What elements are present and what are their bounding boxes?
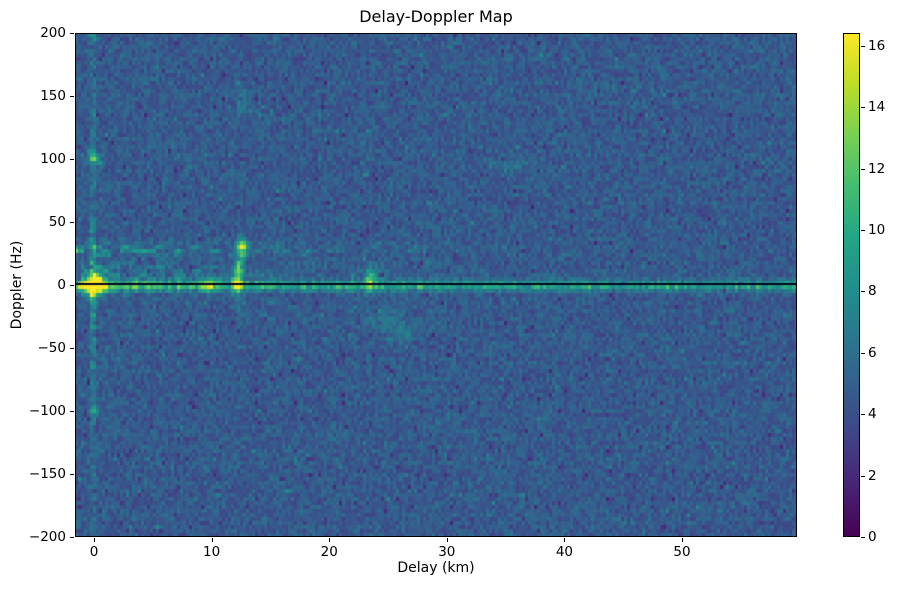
x-tick-mark [681, 538, 683, 542]
chart-title: Delay-Doppler Map [359, 7, 513, 26]
y-axis-label: Doppler (Hz) [9, 240, 25, 330]
heatmap-canvas [75, 33, 797, 537]
x-tick-mark [94, 538, 96, 542]
colorbar-tick-mark [861, 168, 865, 170]
y-tick-label: −150 [28, 466, 66, 482]
colorbar-tick-label: 10 [868, 222, 886, 239]
y-tick-label: −200 [28, 529, 66, 545]
colorbar-canvas [843, 33, 860, 537]
y-tick-label: 200 [40, 25, 66, 41]
colorbar-tick-mark [861, 352, 865, 354]
y-tick-label: 50 [48, 214, 66, 230]
x-tick-label: 10 [203, 544, 221, 560]
x-tick-mark [446, 538, 448, 542]
colorbar-tick-mark [861, 414, 865, 416]
y-tick-mark [70, 411, 74, 412]
colorbar-tick-label: 4 [868, 406, 877, 423]
x-tick-label: 20 [320, 544, 338, 560]
y-tick-mark [70, 348, 74, 349]
colorbar-tick-mark [861, 537, 865, 538]
colorbar-tick-label: 8 [868, 283, 877, 300]
colorbar-tick-label: 16 [868, 37, 886, 54]
y-tick-mark [70, 33, 74, 34]
x-axis-label: Delay (km) [397, 560, 475, 576]
x-tick-mark [211, 538, 213, 542]
x-tick-label: 40 [555, 544, 573, 560]
colorbar-tick-label: 6 [868, 344, 877, 361]
y-tick-label: 100 [40, 151, 66, 167]
x-tick-mark [329, 538, 331, 542]
y-tick-mark [70, 537, 74, 538]
y-tick-label: −50 [37, 340, 67, 356]
x-tick-label: 0 [89, 544, 99, 560]
x-tick-mark [564, 538, 566, 542]
y-tick-mark [70, 159, 74, 160]
colorbar-tick-mark [861, 291, 865, 293]
y-tick-mark [70, 474, 74, 475]
colorbar-tick-label: 0 [868, 529, 877, 545]
colorbar-tick-label: 2 [868, 467, 877, 484]
y-tick-mark [70, 285, 74, 286]
y-tick-label: 0 [57, 277, 66, 293]
colorbar-tick-mark [861, 45, 865, 47]
colorbar-tick-label: 12 [868, 160, 886, 177]
colorbar-tick-mark [861, 230, 865, 232]
colorbar-tick-mark [861, 107, 865, 109]
y-tick-mark [70, 222, 74, 223]
y-tick-label: 150 [40, 88, 66, 104]
y-tick-label: −100 [28, 403, 66, 419]
x-tick-label: 50 [673, 544, 691, 560]
colorbar-tick-label: 14 [868, 99, 886, 116]
colorbar-tick-mark [861, 475, 865, 477]
y-tick-mark [70, 96, 74, 97]
x-tick-label: 30 [438, 544, 456, 560]
